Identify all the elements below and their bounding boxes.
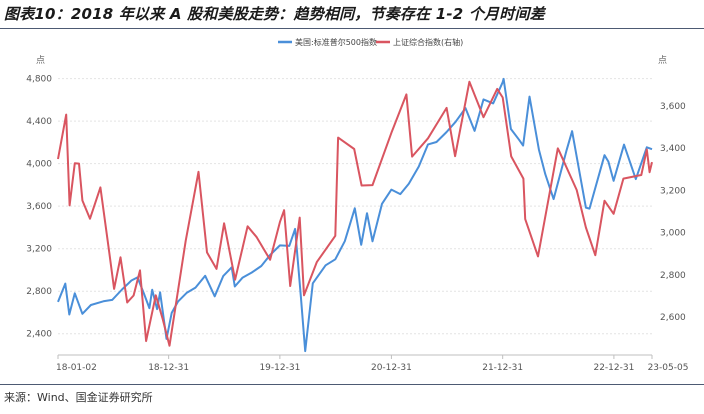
- x-tick-label: 19-12-31: [259, 363, 300, 373]
- figure-title: 图表10：2018 年以来 A 股和美股走势：趋势相同，节奏存在 1-2 个月时…: [4, 5, 545, 23]
- left-axis-unit: 点: [36, 55, 45, 66]
- left-tick-label: 4,000: [26, 160, 52, 170]
- x-tick-label: 18-12-31: [148, 363, 189, 373]
- left-tick-label: 3,600: [26, 202, 52, 212]
- left-axis-ticks: 2,400 2,800 3,200 3,600 4,000 4,400 4,800: [26, 75, 52, 340]
- x-tick-label: 22-12-31: [593, 363, 634, 373]
- legend-label: 美国:标准普尔500指数: [295, 37, 377, 47]
- left-tick-label: 3,200: [26, 245, 52, 255]
- right-axis-ticks: 2,600 2,800 3,000 3,200 3,400 3,600: [660, 102, 686, 323]
- x-tick-label: 23-05-05: [648, 363, 689, 373]
- sp500-series-line: [57, 77, 653, 353]
- right-tick-label: 3,200: [660, 186, 686, 196]
- shanghai-composite-series-line: [57, 80, 653, 347]
- source-note: 来源：Wind、国金证券研究所: [4, 391, 153, 404]
- right-tick-label: 2,800: [660, 271, 686, 281]
- series-lines: [57, 77, 653, 353]
- line-chart: 美国:标准普尔500指数 上证综合指数(右轴) 点 点 2,400 2,800 3,2…: [26, 37, 688, 373]
- left-tick-label: 2,400: [26, 330, 52, 340]
- right-tick-label: 2,600: [660, 313, 686, 323]
- x-tick-label: 20-12-31: [371, 363, 412, 373]
- right-tick-label: 3,400: [660, 144, 686, 154]
- left-tick-label: 2,800: [26, 287, 52, 297]
- x-axis-ticks: 18-01-02 18-12-31 19-12-31 20-12-31 21-12-31…: [56, 355, 688, 373]
- gridlines: [58, 78, 652, 335]
- right-tick-label: 3,000: [660, 229, 686, 239]
- source-rule: [0, 384, 704, 385]
- left-tick-label: 4,400: [26, 117, 52, 127]
- left-tick-label: 4,800: [26, 75, 52, 85]
- x-tick-label: 18-01-02: [56, 363, 97, 373]
- x-tick-label: 21-12-31: [482, 363, 523, 373]
- legend-label: 上证综合指数(右轴): [393, 37, 463, 47]
- chart-legend: 美国:标准普尔500指数 上证综合指数(右轴): [278, 37, 463, 47]
- right-tick-label: 3,600: [660, 102, 686, 112]
- title-rule: [0, 28, 704, 29]
- right-axis-unit: 点: [658, 55, 667, 66]
